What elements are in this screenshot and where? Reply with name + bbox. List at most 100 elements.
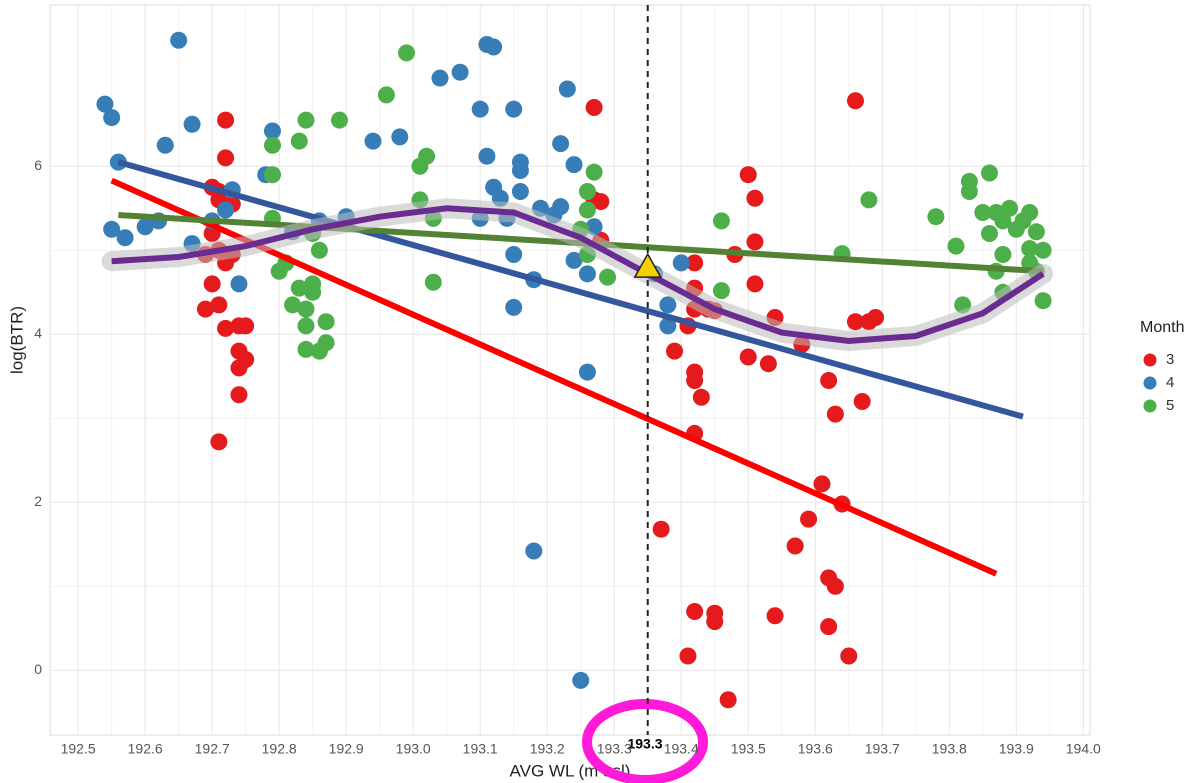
change-point: [633, 252, 663, 278]
point: [525, 542, 543, 560]
y-tick-label: 2: [34, 493, 42, 509]
point: [478, 147, 496, 165]
x-tick-label: 193.3: [597, 741, 632, 757]
x-tick-label: 193.0: [396, 741, 431, 757]
point: [156, 136, 174, 154]
legend-label: 3: [1166, 351, 1174, 368]
point: [766, 607, 784, 625]
point: [666, 342, 684, 360]
point: [672, 254, 690, 272]
highlight-circle: [582, 699, 708, 783]
y-tick-label: 6: [34, 157, 42, 173]
x-tick-label: 193.6: [798, 741, 833, 757]
point: [397, 44, 415, 62]
point: [136, 218, 154, 236]
point: [431, 69, 449, 87]
point: [840, 647, 858, 665]
x-tick-label: 192.6: [128, 741, 163, 757]
point: [552, 135, 570, 153]
point: [686, 603, 704, 621]
point: [686, 254, 704, 272]
point: [578, 182, 596, 200]
point: [1021, 240, 1039, 258]
point: [485, 38, 503, 56]
point: [210, 433, 228, 451]
x-tick-label: 192.9: [329, 741, 364, 757]
point: [659, 317, 677, 335]
point: [217, 319, 235, 337]
point: [230, 386, 248, 404]
point: [297, 317, 315, 335]
point: [217, 111, 235, 129]
point: [103, 109, 121, 127]
point: [860, 191, 878, 209]
point: [853, 393, 871, 411]
legend-swatch: [1143, 353, 1157, 367]
x-tick-label: 193.7: [865, 741, 900, 757]
point: [424, 273, 442, 291]
overlay: 193.3: [627, 5, 663, 752]
point: [304, 283, 322, 301]
point: [505, 100, 523, 118]
point: [578, 265, 596, 283]
x-tick-label: 193.5: [731, 741, 766, 757]
point: [739, 348, 757, 366]
point: [994, 212, 1012, 230]
point: [659, 296, 677, 314]
x-tick-label: 193.4: [664, 741, 699, 757]
grid: [50, 5, 1090, 735]
point: [1034, 241, 1052, 259]
point: [565, 156, 583, 174]
point: [813, 475, 831, 493]
point: [552, 198, 570, 216]
point: [585, 218, 603, 236]
x-tick-label: 194.0: [1066, 741, 1101, 757]
point: [317, 334, 335, 352]
point: [960, 182, 978, 200]
point: [217, 201, 235, 219]
point: [786, 537, 804, 555]
point: [719, 691, 737, 709]
point: [974, 203, 992, 221]
point: [230, 359, 248, 377]
point: [196, 300, 214, 318]
point: [330, 111, 348, 129]
point: [846, 313, 864, 331]
point: [692, 388, 710, 406]
point: [826, 577, 844, 595]
legend-label: 5: [1166, 397, 1174, 414]
point: [1021, 203, 1039, 221]
point: [927, 208, 945, 226]
point: [1027, 223, 1045, 241]
fit-line: [111, 205, 1045, 345]
point: [230, 275, 248, 293]
point: [846, 92, 864, 110]
point: [585, 163, 603, 181]
legend-swatch: [1143, 376, 1157, 390]
point: [686, 372, 704, 390]
point: [203, 275, 221, 293]
point: [284, 296, 302, 314]
y-tick-label: 0: [34, 661, 42, 677]
point: [706, 613, 724, 631]
plot-area: [49, 4, 1091, 736]
point: [746, 233, 764, 251]
point: [1001, 199, 1019, 217]
point: [96, 95, 114, 113]
point: [263, 166, 281, 184]
point: [290, 132, 308, 150]
point: [820, 372, 838, 390]
point: [297, 300, 315, 318]
x-tick-label: 192.7: [195, 741, 230, 757]
point: [980, 164, 998, 182]
x-tick-label: 193.2: [530, 741, 565, 757]
point: [217, 149, 235, 167]
point: [451, 63, 469, 81]
point: [712, 212, 730, 230]
point: [116, 229, 134, 247]
point: [759, 355, 777, 373]
x-tick-label: 193.1: [463, 741, 498, 757]
point: [418, 147, 436, 165]
